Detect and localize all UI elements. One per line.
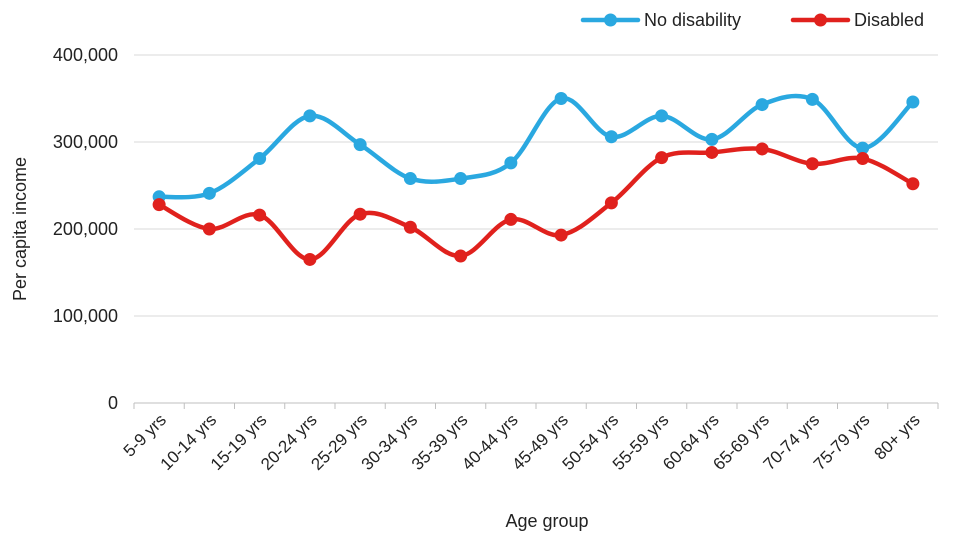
data-point-disabled: [403, 220, 417, 234]
x-tick-label: 5-9 yrs: [120, 410, 170, 460]
data-point-disabled: [805, 157, 819, 171]
x-axis: [133, 402, 939, 409]
data-point-no-disability: [253, 152, 267, 166]
data-point-disabled: [353, 207, 367, 221]
legend-label-no-disability: No disability: [644, 10, 741, 30]
y-tick-label: 100,000: [53, 306, 118, 326]
data-point-no-disability: [655, 109, 669, 123]
data-point-disabled: [554, 228, 568, 242]
data-point-disabled: [705, 145, 719, 159]
y-tick-label: 400,000: [53, 45, 118, 65]
data-point-no-disability: [604, 130, 618, 144]
data-point-disabled: [454, 249, 468, 263]
data-point-no-disability: [705, 132, 719, 146]
data-point-no-disability: [906, 95, 920, 109]
data-point-disabled: [303, 252, 317, 266]
data-point-no-disability: [454, 172, 468, 186]
legend-label-disabled: Disabled: [854, 10, 924, 30]
data-point-no-disability: [856, 141, 870, 155]
data-point-disabled: [152, 198, 166, 212]
x-tick-label: 80+ yrs: [871, 410, 924, 463]
data-point-no-disability: [303, 109, 317, 123]
x-tick-label: 75-79 yrs: [810, 410, 874, 474]
data-point-disabled: [253, 208, 267, 222]
series-group: [152, 92, 920, 266]
legend-swatch-marker-disabled: [814, 13, 827, 27]
x-axis-title: Age group: [505, 511, 588, 531]
data-point-no-disability: [353, 138, 367, 152]
y-tick-label: 300,000: [53, 132, 118, 152]
legend: No disability Disabled: [580, 10, 924, 30]
gridlines: [134, 54, 938, 317]
data-point-no-disability: [554, 92, 568, 105]
data-point-disabled: [856, 152, 870, 166]
data-point-disabled: [202, 222, 216, 236]
y-tick-label: 0: [108, 393, 118, 413]
data-point-no-disability: [403, 172, 417, 186]
data-point-no-disability: [755, 98, 769, 112]
series-line-disabled: [156, 146, 916, 262]
data-point-no-disability: [202, 186, 216, 200]
y-axis-title: Per capita income: [10, 157, 30, 301]
data-point-disabled: [755, 142, 769, 156]
legend-swatch-marker-no-disability: [604, 13, 617, 27]
y-axis-tick-labels: 0 100,000 200,000 300,000 400,000: [53, 45, 118, 413]
series-line-no-disability: [156, 93, 916, 200]
data-point-disabled: [906, 177, 920, 191]
data-point-no-disability: [504, 156, 518, 170]
y-tick-label: 200,000: [53, 219, 118, 239]
data-point-no-disability: [805, 92, 819, 106]
data-point-disabled: [504, 212, 518, 226]
data-point-disabled: [655, 151, 669, 165]
data-point-disabled: [604, 196, 618, 210]
